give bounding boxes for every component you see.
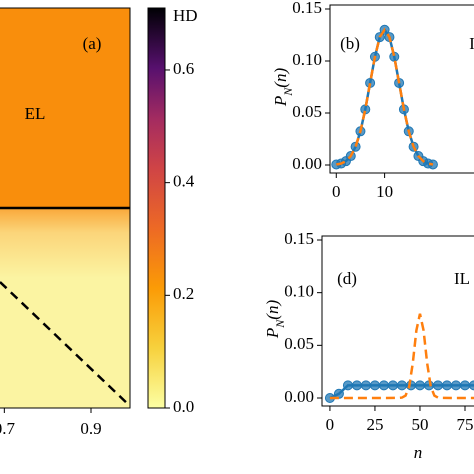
x-axis-label: n — [414, 443, 423, 462]
y-axis-label-part: (n) — [271, 68, 290, 88]
annotation: EL — [25, 104, 46, 123]
data-point — [360, 380, 371, 391]
y-tick-label: 0.15 — [292, 0, 322, 17]
y-axis-label: PN(n) — [263, 300, 287, 340]
data-point — [369, 380, 380, 391]
axes-frame — [329, 4, 474, 174]
data-point — [396, 380, 407, 391]
frame — [0, 7, 131, 409]
y-tick-label: 0.10 — [284, 282, 314, 301]
colorbar-tick-label: 0.0 — [173, 397, 194, 416]
annotation: (a) — [83, 34, 102, 53]
data-point — [342, 380, 353, 391]
y-tick-label: 0.05 — [292, 102, 322, 121]
y-axis-label-part: P — [263, 328, 282, 339]
region-gradient — [0, 208, 130, 278]
heatmap — [0, 7, 131, 409]
data-point — [441, 380, 452, 391]
data-point — [387, 380, 398, 391]
y-axis-label-part: (n) — [263, 300, 282, 320]
colorbar-tick-label: 0.4 — [173, 172, 195, 191]
x-tick-label: 0.9 — [80, 419, 101, 438]
y-tick-label: 0.00 — [284, 387, 314, 406]
colorbar-tick-label: 0.2 — [173, 284, 194, 303]
colorbar-tick-label: 0.6 — [173, 59, 194, 78]
series-line — [329, 313, 474, 400]
axes-frame — [321, 235, 474, 407]
y-axis-label-part: N — [281, 87, 295, 97]
data-point — [432, 380, 443, 391]
data-point — [350, 141, 361, 152]
x-tick-label: 75 — [456, 415, 473, 434]
y-tick-label: 0.10 — [292, 50, 322, 69]
y-axis-label-part: N — [273, 319, 287, 329]
annotation: I — [469, 34, 474, 53]
x-tick-label: 25 — [366, 415, 383, 434]
x-tick-label: 10 — [376, 182, 393, 201]
y-tick-label: 0.00 — [292, 154, 322, 173]
data-point — [378, 380, 389, 391]
region-el — [0, 8, 130, 208]
x-tick-label: 0 — [326, 415, 335, 434]
colorbar — [147, 7, 166, 409]
y-axis-label: PN(n) — [271, 68, 295, 108]
data-point — [414, 380, 425, 391]
data-point — [351, 380, 362, 391]
annotation: (b) — [340, 34, 360, 53]
colorbar-label: HD — [173, 6, 198, 25]
data-point — [469, 380, 474, 391]
y-tick-label: 0.15 — [284, 229, 314, 248]
data-point — [459, 380, 470, 391]
annotation: IL — [454, 269, 470, 288]
data-point — [333, 388, 344, 399]
y-axis-label-part: P — [271, 96, 290, 107]
x-tick-label: 0 — [332, 182, 341, 201]
annotation: (d) — [337, 269, 357, 288]
y-tick-label: 0.05 — [284, 334, 314, 353]
series-line — [336, 27, 434, 166]
x-tick-label: 0.7 — [0, 419, 15, 438]
data-point — [450, 380, 461, 391]
x-tick-label: 50 — [411, 415, 428, 434]
